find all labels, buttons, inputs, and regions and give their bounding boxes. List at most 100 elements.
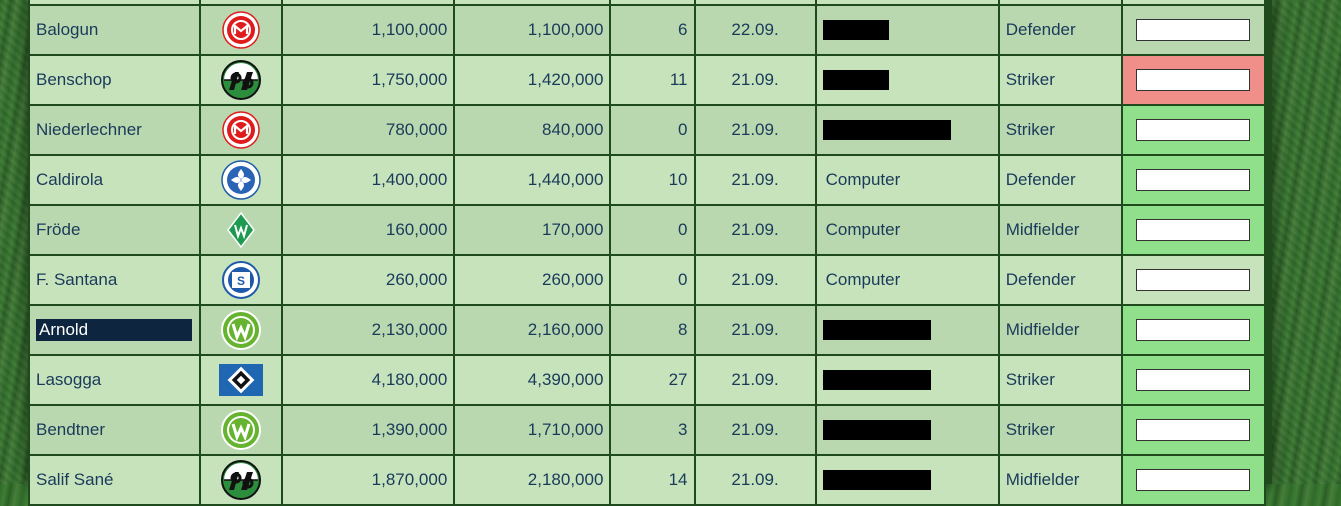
schalke-crest-icon: S bbox=[199, 254, 284, 306]
redacted-owner-block bbox=[822, 320, 931, 341]
points: 6 bbox=[609, 4, 696, 56]
market-value: 160,000 bbox=[281, 204, 456, 256]
hannover-crest-icon bbox=[199, 54, 284, 106]
player-name-cell: Fröde bbox=[27, 204, 202, 256]
player-position bbox=[997, 0, 1123, 6]
listing-date: 21.09. bbox=[693, 354, 817, 406]
player-name-text[interactable]: Salif Sané bbox=[36, 470, 114, 489]
owner-cell bbox=[814, 404, 1000, 456]
player-name-cell: Niederlechner bbox=[27, 104, 202, 156]
owner-cell bbox=[814, 304, 1000, 356]
redacted-owner-block bbox=[822, 70, 889, 91]
market-value: 260,000 bbox=[281, 254, 456, 306]
owner-cell bbox=[814, 354, 1000, 406]
points bbox=[609, 0, 696, 6]
bid-cell bbox=[1120, 304, 1267, 356]
player-name-cell: Arnold bbox=[27, 304, 202, 356]
player-position: Defender bbox=[997, 254, 1123, 306]
bid-cell bbox=[1120, 454, 1267, 506]
previous-value: 170,000 bbox=[453, 204, 612, 256]
points: 14 bbox=[609, 454, 696, 506]
bid-cell bbox=[1120, 154, 1267, 206]
previous-value bbox=[453, 0, 612, 6]
darmstadt-crest-icon bbox=[199, 154, 284, 206]
previous-value: 260,000 bbox=[453, 254, 612, 306]
player-name-selected[interactable]: Arnold bbox=[36, 319, 192, 341]
bid-cell bbox=[1120, 0, 1267, 6]
market-value: 1,390,000 bbox=[281, 404, 456, 456]
bid-cell bbox=[1120, 404, 1267, 456]
owner-name: Computer bbox=[825, 170, 901, 189]
owner-name: Computer bbox=[825, 270, 901, 289]
owner-cell bbox=[814, 4, 1000, 56]
owner-cell: Computer bbox=[814, 204, 1000, 256]
points: 27 bbox=[609, 354, 696, 406]
points: 0 bbox=[609, 254, 696, 306]
player-name-cell: Bendtner bbox=[27, 404, 202, 456]
bid-input[interactable] bbox=[1136, 269, 1251, 291]
owner-name: Computer bbox=[825, 220, 901, 239]
points: 0 bbox=[609, 104, 696, 156]
player-name-text[interactable]: F. Santana bbox=[36, 270, 118, 289]
previous-value: 840,000 bbox=[453, 104, 612, 156]
player-name-cell: Balogun bbox=[27, 4, 202, 56]
bid-input[interactable] bbox=[1136, 319, 1251, 341]
player-row: Benschop 1,750,000 1,420,000 11 21.09. S… bbox=[27, 54, 1267, 106]
owner-cell bbox=[814, 0, 1000, 6]
wolfsburg-crest-icon bbox=[199, 404, 284, 456]
player-position: Striker bbox=[997, 104, 1123, 156]
bid-input[interactable] bbox=[1136, 219, 1251, 241]
bid-input[interactable] bbox=[1136, 169, 1251, 191]
player-row: Salif Sané 1,870,000 2,180,000 14 21.09.… bbox=[27, 454, 1267, 506]
points: 3 bbox=[609, 404, 696, 456]
player-name-cell: Caldirola bbox=[27, 154, 202, 206]
club-crest-icon bbox=[199, 0, 284, 6]
player-name-text[interactable]: Bendtner bbox=[36, 420, 105, 439]
market-value: 1,400,000 bbox=[281, 154, 456, 206]
bid-input[interactable] bbox=[1136, 469, 1251, 491]
listing-date: 21.09. bbox=[693, 104, 817, 156]
transfer-market-table: Balogun 1,100,000 1,100,000 6 22.09. Def… bbox=[27, 0, 1267, 506]
market-value: 780,000 bbox=[281, 104, 456, 156]
listing-date: 21.09. bbox=[693, 404, 817, 456]
player-name-text[interactable]: Niederlechner bbox=[36, 120, 142, 139]
bid-input[interactable] bbox=[1136, 119, 1251, 141]
owner-cell: Computer bbox=[814, 254, 1000, 306]
listing-date: 21.09. bbox=[693, 254, 817, 306]
market-value bbox=[281, 0, 456, 6]
player-row: Fröde 160,000 170,000 0 21.09. Computer … bbox=[27, 204, 1267, 256]
owner-cell bbox=[814, 454, 1000, 506]
player-position: Midfielder bbox=[997, 454, 1123, 506]
player-row: Arnold 2,130,000 2,160,000 8 21.09. Midf… bbox=[27, 304, 1267, 356]
bid-cell bbox=[1120, 204, 1267, 256]
previous-value: 2,180,000 bbox=[453, 454, 612, 506]
player-name-text[interactable]: Caldirola bbox=[36, 170, 104, 189]
previous-value: 1,440,000 bbox=[453, 154, 612, 206]
player-name-text[interactable]: Fröde bbox=[36, 220, 81, 239]
player-name-text[interactable]: Balogun bbox=[36, 20, 99, 39]
listing-date: 21.09. bbox=[693, 204, 817, 256]
previous-value: 1,710,000 bbox=[453, 404, 612, 456]
bid-input[interactable] bbox=[1136, 19, 1251, 41]
bid-input[interactable] bbox=[1136, 369, 1251, 391]
player-name-text[interactable]: Benschop bbox=[36, 70, 112, 89]
player-name-text[interactable]: Lasogga bbox=[36, 370, 102, 389]
bremen-crest-icon bbox=[199, 204, 284, 256]
player-row: Niederlechner 780,000 840,000 0 21.09. S… bbox=[27, 104, 1267, 156]
redacted-owner-block bbox=[822, 420, 931, 441]
bid-input[interactable] bbox=[1136, 419, 1251, 441]
owner-cell bbox=[814, 104, 1000, 156]
svg-text:S: S bbox=[237, 274, 245, 288]
bid-input[interactable] bbox=[1136, 69, 1251, 91]
previous-value: 4,390,000 bbox=[453, 354, 612, 406]
redacted-owner-block bbox=[822, 370, 931, 391]
bid-cell bbox=[1120, 104, 1267, 156]
points: 0 bbox=[609, 204, 696, 256]
wolfsburg-crest-icon bbox=[199, 304, 284, 356]
bid-cell bbox=[1120, 54, 1267, 106]
owner-cell bbox=[814, 54, 1000, 106]
player-position: Midfielder bbox=[997, 304, 1123, 356]
listing-date: 21.09. bbox=[693, 154, 817, 206]
player-row: Lasogga 4,180,000 4,390,000 27 21.09. St… bbox=[27, 354, 1267, 406]
redacted-owner-block bbox=[822, 470, 931, 491]
